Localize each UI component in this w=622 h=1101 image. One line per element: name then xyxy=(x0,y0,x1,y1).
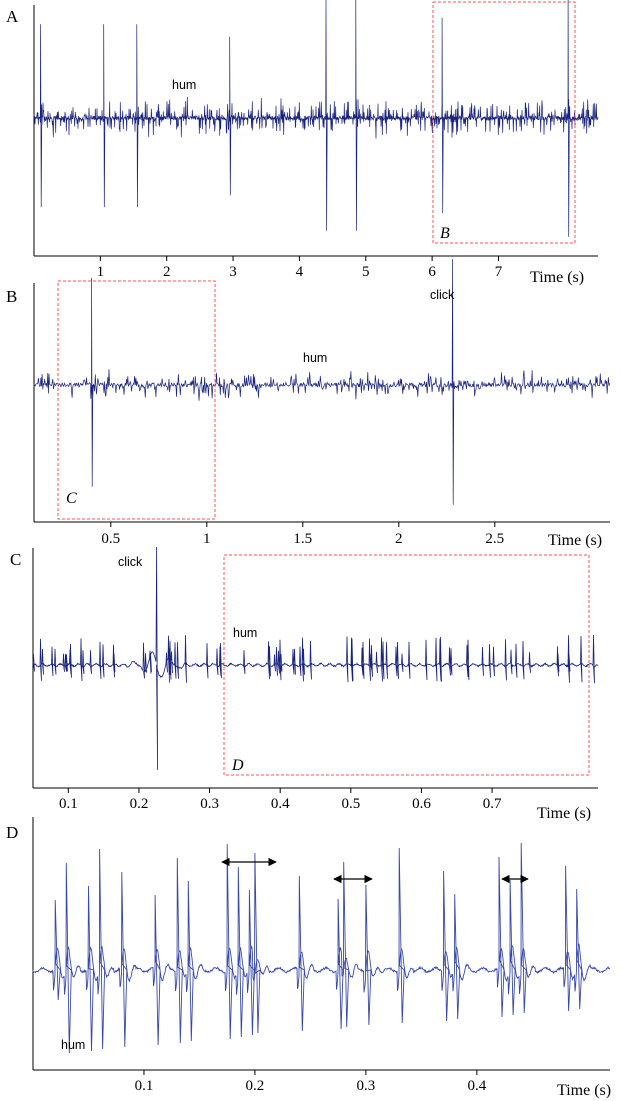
panel-b-label: B xyxy=(6,287,17,306)
x-tick-label: 0.7 xyxy=(483,796,502,812)
x-tick-label: 0.3 xyxy=(200,796,219,812)
panel-c-ticks: 0.1 0.2 0.3 0.4 0.5 0.6 0.7 xyxy=(59,788,502,812)
panel-a-ticks: 1 2 3 4 5 6 7 xyxy=(97,256,503,280)
panel-b: B 0.5 1 1.5 2 2.5 Time (s) hum click C xyxy=(6,258,610,549)
panel-c-click-label: click xyxy=(118,555,143,569)
x-tick-label: 7 xyxy=(495,264,503,280)
panel-a: A 1 2 3 4 5 6 7 Time (s) hum B xyxy=(6,0,599,286)
x-tick-label: 0.4 xyxy=(467,1078,486,1094)
panel-d-waveform xyxy=(32,842,610,1054)
x-tick-label: 0.2 xyxy=(246,1078,265,1094)
panel-b-ticks: 0.5 1 1.5 2 2.5 xyxy=(101,522,504,547)
panel-b-hum-label: hum xyxy=(303,351,327,365)
panel-a-zoom-box xyxy=(432,1,576,244)
panel-d: D 0.1 0.2 0.3 0.4 Time (s) hum xyxy=(6,817,611,1099)
x-tick-label: 0.4 xyxy=(271,796,290,812)
x-tick-label: 1 xyxy=(203,531,211,547)
panel-a-hum-label: hum xyxy=(172,78,196,92)
x-tick-label: 2 xyxy=(395,531,403,547)
panel-d-x-axis-label: Time (s) xyxy=(557,1082,611,1099)
panel-c-label: C xyxy=(10,550,21,569)
x-tick-label: 0.3 xyxy=(357,1078,376,1094)
x-tick-label: 0.5 xyxy=(101,531,120,547)
x-tick-label: 4 xyxy=(296,264,304,280)
panel-c-hum-label: hum xyxy=(233,626,257,640)
x-tick-label: 2.5 xyxy=(485,531,504,547)
panel-b-zoom-box-label: C xyxy=(66,490,77,507)
panel-b-waveform xyxy=(33,258,610,505)
x-tick-label: 1 xyxy=(97,264,105,280)
panel-a-label: A xyxy=(6,7,19,26)
x-tick-label: 0.1 xyxy=(135,1078,154,1094)
x-tick-label: 6 xyxy=(428,264,436,280)
x-tick-label: 0.5 xyxy=(341,796,360,812)
panel-d-label: D xyxy=(6,823,18,842)
panel-a-x-axis-label: Time (s) xyxy=(530,269,584,286)
panel-c: C 0.1 0.2 0.3 0.4 0.5 0.6 0.7 Time (s) click h… xyxy=(10,546,599,822)
x-tick-label: 0.2 xyxy=(130,796,149,812)
panel-a-zoom-box-label: B xyxy=(440,225,450,242)
panel-c-waveform xyxy=(32,546,599,771)
x-tick-label: 1.5 xyxy=(293,531,312,547)
panel-c-zoom-box-label: D xyxy=(231,757,244,774)
panel-c-zoom-box xyxy=(223,554,590,776)
panel-d-ticks: 0.1 0.2 0.3 0.4 xyxy=(135,1070,487,1094)
panel-b-x-axis-label: Time (s) xyxy=(548,532,602,549)
x-tick-label: 3 xyxy=(229,264,237,280)
x-tick-label: 0.6 xyxy=(412,796,431,812)
x-tick-label: 5 xyxy=(362,264,370,280)
panel-d-hum-label: hum xyxy=(61,1038,85,1052)
x-tick-label: 0.1 xyxy=(59,796,78,812)
panel-a-waveform xyxy=(33,0,599,237)
panel-b-zoom-box xyxy=(57,280,216,520)
x-tick-label: 2 xyxy=(163,264,171,280)
panel-b-click-label: click xyxy=(430,288,455,302)
panel-c-x-axis-label: Time (s) xyxy=(537,805,591,822)
